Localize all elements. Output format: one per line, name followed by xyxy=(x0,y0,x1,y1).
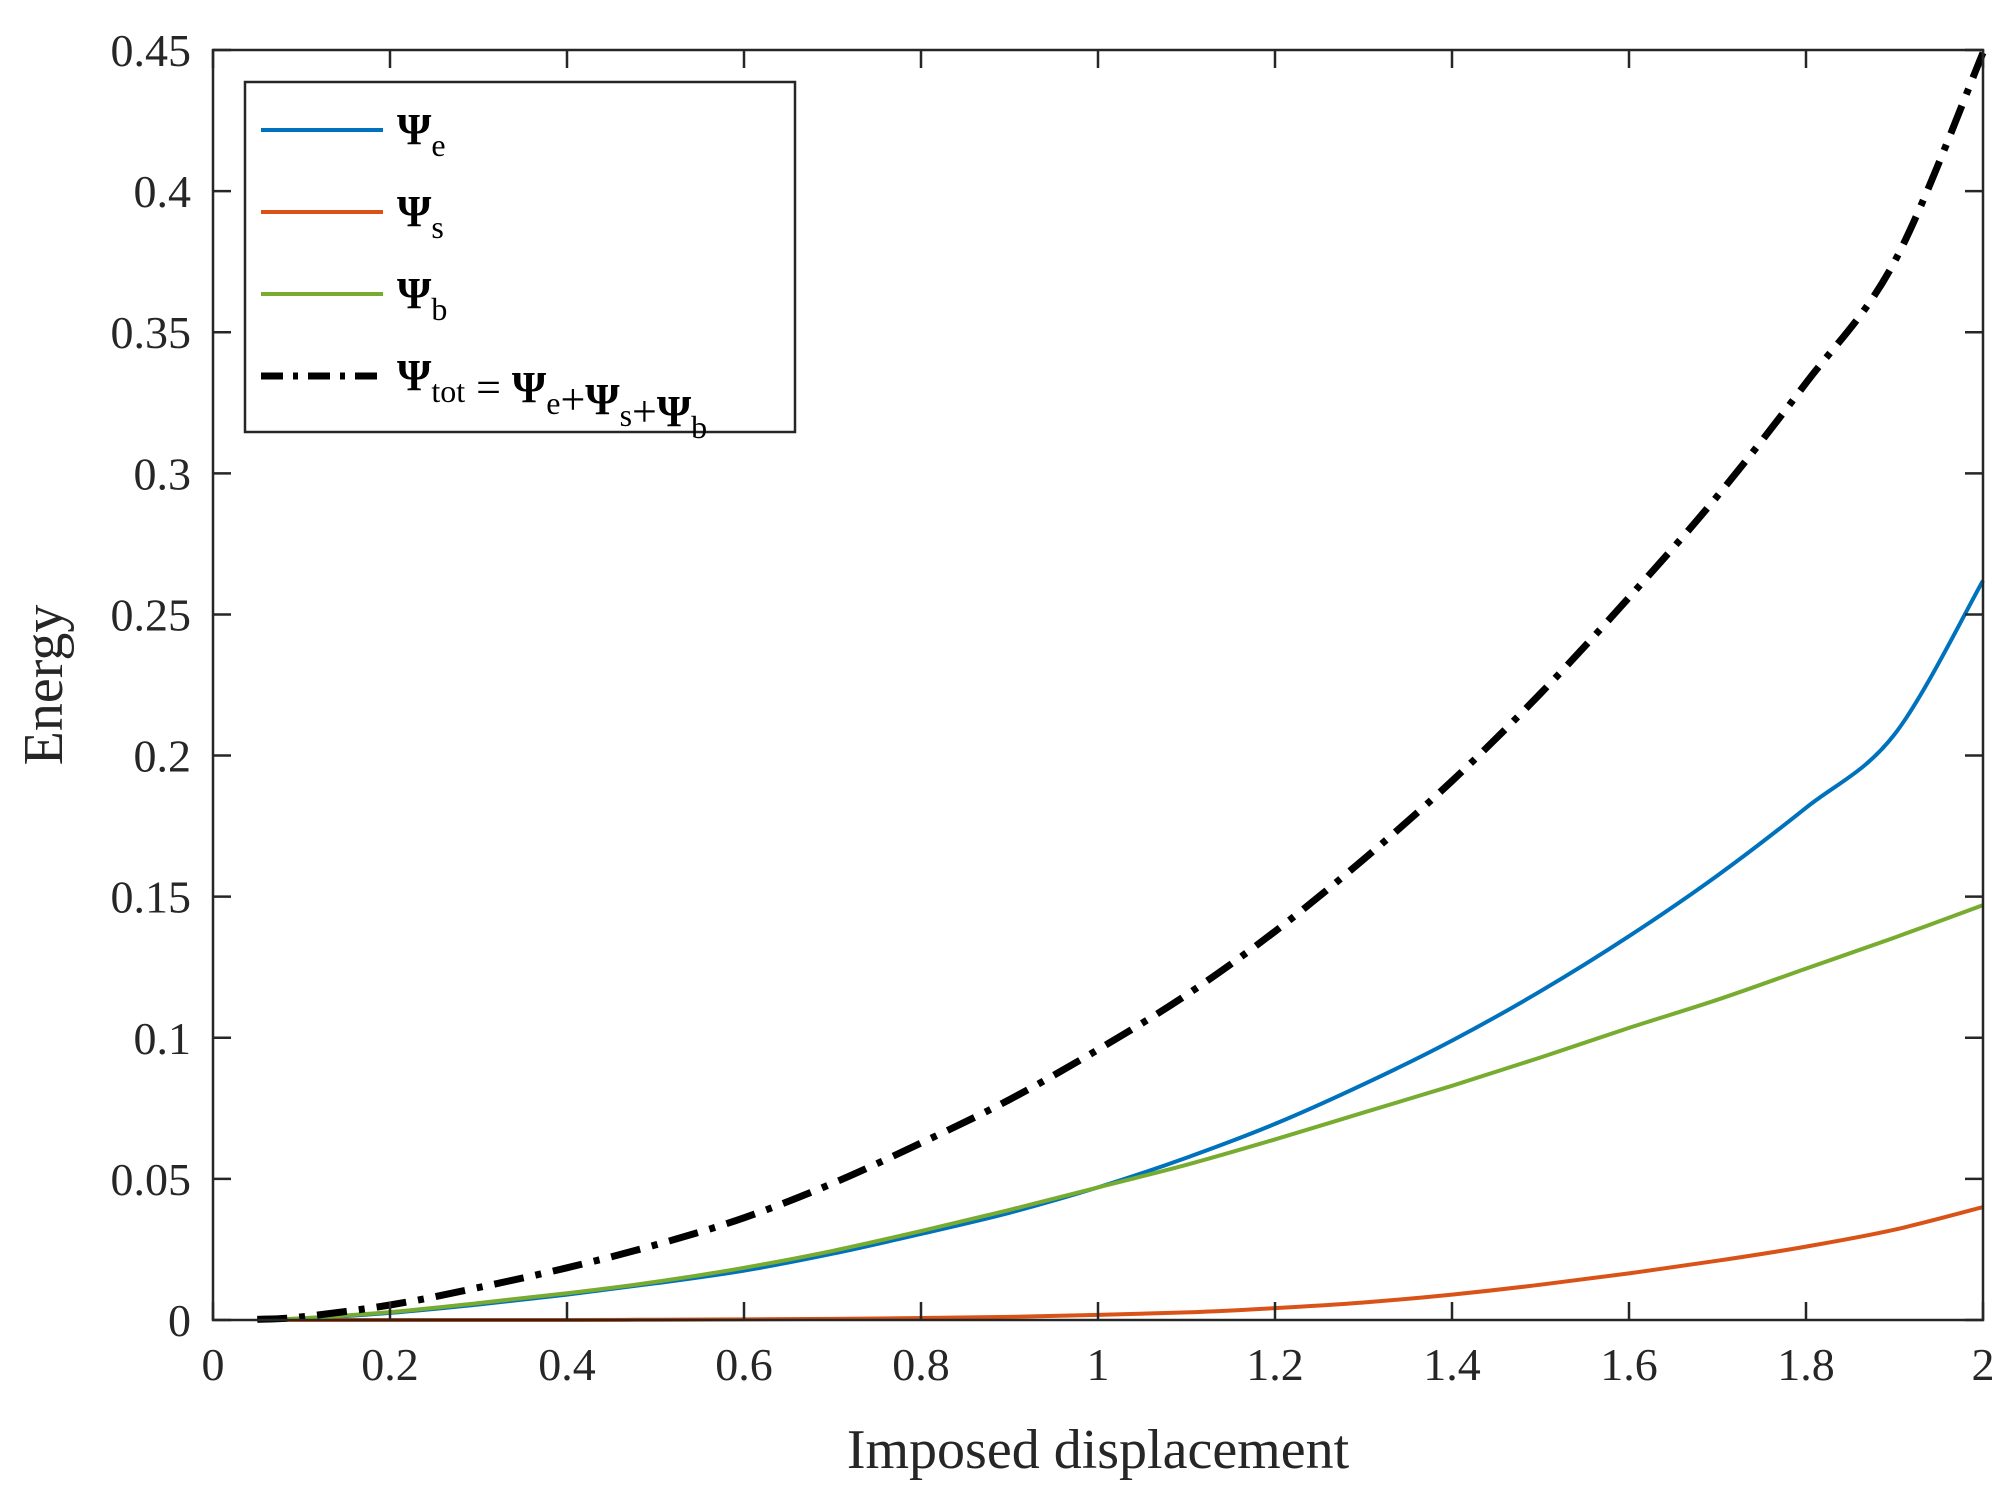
y-tick-label: 0.3 xyxy=(134,448,192,499)
x-tick-label: 0.8 xyxy=(892,1339,950,1390)
x-tick-label: 0 xyxy=(202,1339,225,1390)
legend-subscript: e xyxy=(431,127,445,163)
legend-subscript: b xyxy=(691,409,707,445)
legend-label-psi-s: Ψs xyxy=(397,187,444,245)
legend-label-psi-e: Ψe xyxy=(397,105,446,163)
legend-label-psi-tot: Ψtot = Ψe+Ψs+Ψb xyxy=(397,351,707,445)
legend-psi-symbol: Ψ xyxy=(512,363,547,412)
legend-subscript: tot xyxy=(431,373,465,409)
y-tick-label: 0.45 xyxy=(111,25,192,76)
series-line-psi-tot xyxy=(257,51,1987,1323)
series-line-psi-b xyxy=(257,903,1984,1322)
legend-psi-symbol: Ψ xyxy=(657,387,692,436)
x-tick-label: 1.6 xyxy=(1600,1339,1658,1390)
legend-psi-symbol: Ψ xyxy=(397,269,432,318)
x-tick-label: 2 xyxy=(1972,1339,1995,1390)
legend-operator: = xyxy=(465,363,512,412)
y-axis-title: Energy xyxy=(13,605,75,766)
x-tick-label: 1.2 xyxy=(1246,1339,1304,1390)
legend-psi-symbol: Ψ xyxy=(585,375,620,424)
y-tick-label: 0.2 xyxy=(134,731,192,782)
legend-subscript: s xyxy=(431,209,443,245)
legend-box xyxy=(243,80,797,434)
legend-subscript: b xyxy=(431,291,447,327)
x-tick-label: 1.8 xyxy=(1777,1339,1835,1390)
y-tick-label: 0.15 xyxy=(111,872,192,923)
legend-subscript: e xyxy=(546,385,560,421)
y-tick-label: 0 xyxy=(168,1295,191,1346)
legend-psi-symbol: Ψ xyxy=(397,351,432,400)
legend-subscript: s xyxy=(620,397,632,433)
x-tick-label: 0.6 xyxy=(715,1339,773,1390)
legend-psi-symbol: Ψ xyxy=(397,187,432,236)
y-tick-label: 0.25 xyxy=(111,589,192,640)
x-tick-label: 1.4 xyxy=(1423,1339,1481,1390)
x-tick-label: 0.4 xyxy=(538,1339,596,1390)
legend-operator: + xyxy=(560,375,585,424)
x-tick-label: 0.2 xyxy=(361,1339,419,1390)
legend-label-psi-b: Ψb xyxy=(397,269,447,327)
x-tick-label: 1 xyxy=(1087,1339,1110,1390)
x-axis-title: Imposed displacement xyxy=(847,1419,1350,1481)
y-tick-label: 0.35 xyxy=(111,307,192,358)
ticks-layer: 0 0.2 0.4 0.6 0.8 1 1.2 1.4 1.6 1.8 2 0 0.05 0.1 0.15 0… xyxy=(111,25,1995,1390)
y-tick-label: 0.1 xyxy=(134,1013,192,1064)
legend-psi-symbol: Ψ xyxy=(397,105,432,154)
axes-box xyxy=(211,48,1985,1322)
legend-operator: + xyxy=(632,387,657,436)
y-tick-label: 0.05 xyxy=(111,1154,192,1205)
y-tick-label: 0.4 xyxy=(134,166,192,217)
